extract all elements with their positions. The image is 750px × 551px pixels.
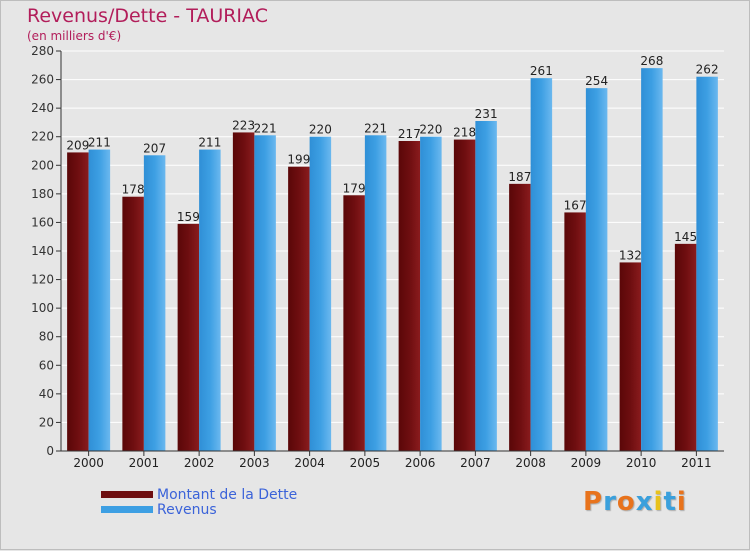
bar-dette xyxy=(122,196,144,451)
bar-dette xyxy=(509,183,531,451)
data-label-revenus: 231 xyxy=(475,107,498,121)
bar-revenus xyxy=(530,78,553,452)
x-tick-label: 2002 xyxy=(184,456,215,470)
data-label-revenus: 220 xyxy=(419,123,442,137)
y-tick-label: 160 xyxy=(31,215,54,229)
y-tick-label: 220 xyxy=(31,130,54,144)
x-tick-label: 2001 xyxy=(129,456,160,470)
bar-revenus xyxy=(420,136,442,451)
data-label-dette: 167 xyxy=(564,198,587,212)
chart-subtitle: (en milliers d'€) xyxy=(27,29,122,43)
data-label-dette: 223 xyxy=(232,118,255,132)
logo-letter: t xyxy=(663,487,677,517)
data-label-dette: 217 xyxy=(398,127,421,141)
legend-label-dette: Montant de la Dette xyxy=(157,486,298,503)
y-tick-label: 180 xyxy=(31,187,54,201)
y-tick-label: 120 xyxy=(31,273,54,287)
y-tick-label: 240 xyxy=(31,101,54,115)
data-label-dette: 187 xyxy=(508,170,531,184)
x-tick-label: 2010 xyxy=(626,456,657,470)
bar-dette xyxy=(343,195,365,451)
bar-revenus xyxy=(309,136,332,451)
y-tick-label: 280 xyxy=(31,44,54,58)
y-tick-label: 140 xyxy=(31,244,54,258)
data-label-revenus: 221 xyxy=(364,121,387,135)
data-label-revenus: 254 xyxy=(585,74,608,88)
y-tick-label: 60 xyxy=(39,358,54,372)
x-tick-label: 2009 xyxy=(571,456,602,470)
data-label-revenus: 262 xyxy=(696,63,719,77)
data-label-dette: 218 xyxy=(453,126,476,140)
x-tick-label: 2007 xyxy=(460,456,491,470)
bar-revenus xyxy=(254,135,276,452)
y-tick-label: 20 xyxy=(39,415,54,429)
logo-letter: x xyxy=(635,487,654,517)
chart-title: Revenus/Dette - TAURIAC xyxy=(27,5,268,27)
legend-item-dette: Montant de la Dette xyxy=(101,486,298,503)
bar-revenus xyxy=(143,155,166,452)
y-tick-label: 260 xyxy=(31,73,54,87)
y-tick-label: 40 xyxy=(39,387,54,401)
x-tick-label: 2006 xyxy=(405,456,436,470)
data-label-revenus: 207 xyxy=(143,141,166,155)
bar-dette xyxy=(619,262,642,451)
data-label-dette: 132 xyxy=(619,248,642,262)
x-tick-label: 2003 xyxy=(239,456,270,470)
data-label-dette: 159 xyxy=(177,210,200,224)
x-tick-label: 2000 xyxy=(73,456,104,470)
bar-revenus xyxy=(199,149,221,452)
bar-dette xyxy=(232,132,255,451)
y-tick-label: 100 xyxy=(31,301,54,315)
bar-dette xyxy=(177,223,200,451)
bar-dette xyxy=(398,141,421,451)
bar-dette xyxy=(564,212,586,451)
bar-dette xyxy=(674,243,697,451)
proxiti-logo: Proxiti xyxy=(583,487,687,517)
bar-revenus xyxy=(585,88,608,452)
data-label-revenus: 220 xyxy=(309,123,332,137)
legend-item-revenus: Revenus xyxy=(101,501,297,518)
x-tick-label: 2004 xyxy=(294,456,325,470)
bar-revenus xyxy=(696,76,718,451)
legend-swatch-dette xyxy=(101,491,153,498)
logo-letter: i xyxy=(653,487,664,517)
data-label-revenus: 261 xyxy=(530,64,553,78)
data-label-revenus: 268 xyxy=(640,54,663,68)
y-tick-label: 0 xyxy=(46,444,54,458)
logo-letter: r xyxy=(603,487,617,517)
bar-dette xyxy=(67,152,89,451)
logo-letter: i xyxy=(676,487,687,517)
legend-label-revenus: Revenus xyxy=(157,501,217,518)
bar-revenus xyxy=(475,121,497,451)
data-label-dette: 178 xyxy=(122,183,145,197)
bar-revenus xyxy=(364,135,387,452)
data-label-dette: 199 xyxy=(287,153,310,167)
logo-letter: P xyxy=(583,487,604,517)
x-tick-label: 2005 xyxy=(350,456,381,470)
x-tick-label: 2008 xyxy=(515,456,546,470)
y-tick-label: 80 xyxy=(39,330,54,344)
data-label-dette: 209 xyxy=(66,138,89,152)
x-tick-label: 2011 xyxy=(681,456,712,470)
bar-revenus xyxy=(88,149,111,452)
logo-letter: o xyxy=(616,487,636,517)
bar-revenus xyxy=(641,68,663,452)
bar-dette xyxy=(453,139,476,452)
data-label-dette: 179 xyxy=(343,181,366,195)
bar-dette xyxy=(288,166,310,451)
data-label-revenus: 211 xyxy=(198,136,221,150)
legend-swatch-revenus xyxy=(101,506,153,513)
data-label-revenus: 211 xyxy=(88,136,111,150)
y-tick-label: 200 xyxy=(31,158,54,172)
data-label-revenus: 221 xyxy=(254,121,277,135)
data-label-dette: 145 xyxy=(674,230,697,244)
legend: Montant de la Dette Revenus xyxy=(101,486,298,518)
